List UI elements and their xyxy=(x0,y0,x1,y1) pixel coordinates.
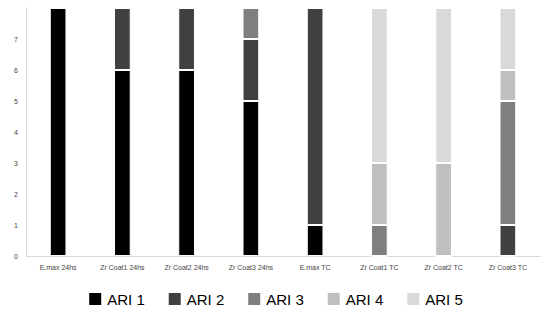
svg-text:ARI 4: ARI 4 xyxy=(346,291,384,308)
svg-text:6: 6 xyxy=(14,67,18,74)
svg-text:2: 2 xyxy=(14,191,18,198)
svg-text:Zr Coat2 TC: Zr Coat2 TC xyxy=(424,264,462,271)
svg-text:7: 7 xyxy=(14,36,18,43)
svg-text:ARI 5: ARI 5 xyxy=(425,291,463,308)
svg-text:3: 3 xyxy=(14,160,18,167)
svg-text:E.max 24hs: E.max 24hs xyxy=(40,264,77,271)
svg-text:0: 0 xyxy=(14,253,18,260)
svg-text:ARI 3: ARI 3 xyxy=(266,291,304,308)
svg-text:Zr Coat1 TC: Zr Coat1 TC xyxy=(360,264,398,271)
svg-text:E.max TC: E.max TC xyxy=(300,264,331,271)
svg-text:Zr Coat3 TC: Zr Coat3 TC xyxy=(489,264,527,271)
svg-text:ARI 1: ARI 1 xyxy=(107,291,145,308)
svg-text:1: 1 xyxy=(14,222,18,229)
svg-text:Zr Coat2 24hs: Zr Coat2 24hs xyxy=(164,264,209,271)
svg-text:5: 5 xyxy=(14,98,18,105)
svg-text:4: 4 xyxy=(14,129,18,136)
svg-text:Zr Coat1 24hs: Zr Coat1 24hs xyxy=(100,264,145,271)
svg-text:ARI 2: ARI 2 xyxy=(187,291,225,308)
svg-text:Zr Coat3 24hs: Zr Coat3 24hs xyxy=(229,264,274,271)
